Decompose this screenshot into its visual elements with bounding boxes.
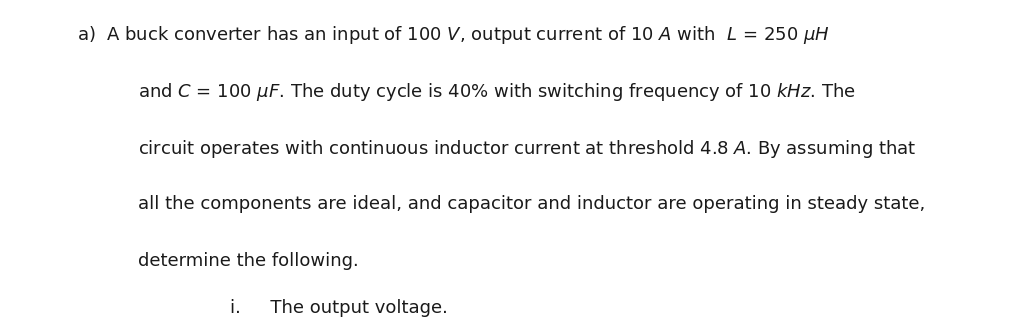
Text: and $C$ = 100 $\mu F$. The duty cycle is 40% with switching frequency of 10 $kHz: and $C$ = 100 $\mu F$. The duty cycle is… (138, 81, 856, 102)
Text: i.   The output voltage.: i. The output voltage. (230, 299, 449, 317)
Text: circuit operates with continuous inductor current at threshold 4.8 $A$. By assum: circuit operates with continuous inducto… (138, 138, 916, 160)
Text: all the components are ideal, and capacitor and inductor are operating in steady: all the components are ideal, and capaci… (138, 195, 926, 213)
Text: a)  A buck converter has an input of 100 $V$, output current of 10 $A$ with  $L$: a) A buck converter has an input of 100 … (77, 24, 829, 45)
Text: determine the following.: determine the following. (138, 252, 359, 270)
